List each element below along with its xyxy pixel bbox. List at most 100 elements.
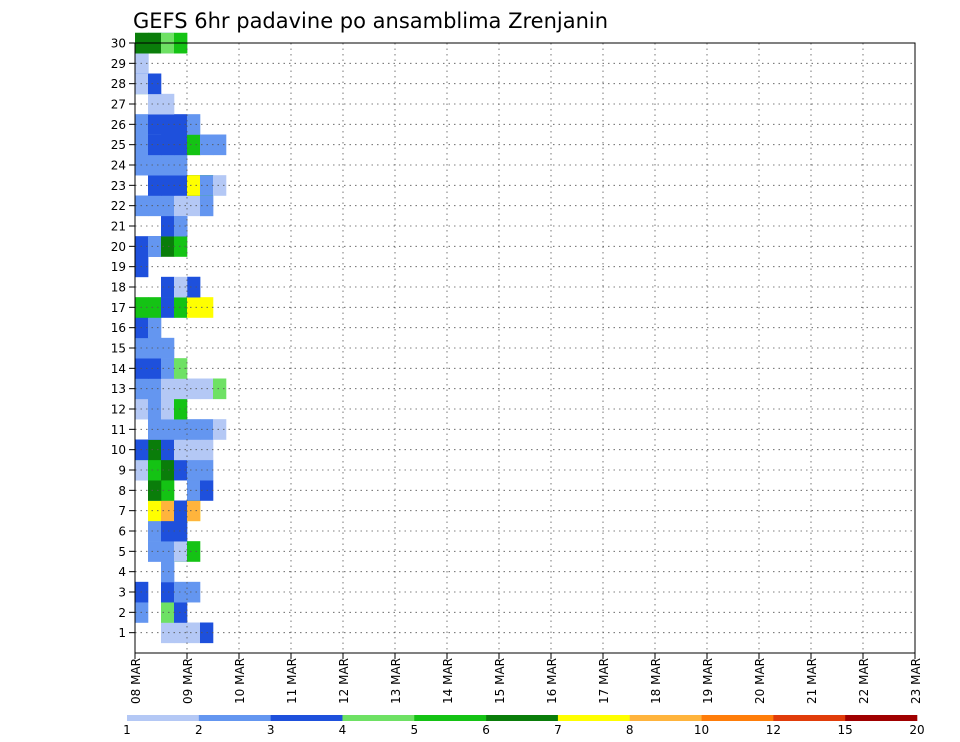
heatmap-cell — [174, 297, 188, 318]
y-tick-label: 1 — [118, 626, 126, 640]
colorbar-swatch — [845, 715, 918, 721]
x-tick-label: 13 MAR — [389, 658, 403, 704]
heatmap-cell — [161, 622, 175, 644]
heatmap-cell — [174, 175, 188, 196]
heatmap-cell — [174, 378, 188, 400]
y-tick-label: 14 — [111, 362, 126, 376]
heatmap-cell — [161, 276, 175, 298]
heatmap-cell — [148, 500, 162, 522]
heatmap-cell — [161, 480, 175, 501]
colorbar-label: 3 — [267, 723, 275, 737]
y-tick-label: 25 — [111, 138, 126, 152]
colorbar-swatch — [486, 715, 559, 721]
colorbar-label: 5 — [410, 723, 418, 737]
heatmap-cell — [148, 134, 162, 156]
heatmap-cell — [161, 500, 175, 522]
x-tick-label: 23 MAR — [909, 658, 923, 704]
heatmap-cell — [187, 114, 201, 135]
heatmap-cell — [174, 419, 188, 440]
y-tick-label: 21 — [111, 220, 126, 234]
y-tick-label: 30 — [111, 37, 126, 51]
y-tick-label: 9 — [118, 464, 126, 478]
heatmap-cell — [161, 215, 175, 237]
heatmap-cell — [174, 276, 188, 298]
heatmap-cell — [161, 134, 175, 156]
y-tick-label: 3 — [118, 586, 126, 600]
y-tick-label: 20 — [111, 240, 126, 254]
heatmap-cell — [187, 622, 201, 644]
x-tick-label: 12 MAR — [337, 658, 351, 704]
heatmap-cell — [174, 602, 188, 623]
heatmap-cell — [187, 480, 201, 501]
heatmap-cell — [148, 358, 162, 379]
colorbar-label: 1 — [123, 723, 131, 737]
y-tick-label: 4 — [118, 565, 126, 579]
heatmap-cell — [213, 378, 227, 400]
heatmap-cell — [187, 195, 201, 217]
y-tick-label: 26 — [111, 118, 126, 132]
colorbar-swatch — [557, 715, 631, 721]
x-tick-label: 17 MAR — [597, 658, 611, 704]
heatmap-cell — [148, 114, 162, 135]
heatmap-cell — [161, 398, 175, 420]
heatmap-cell — [213, 175, 227, 196]
heatmap-cell — [161, 378, 175, 400]
heatmap-cell — [161, 602, 175, 623]
chart-title: GEFS 6hr padavine po ansamblima Zrenjani… — [133, 9, 608, 33]
x-tick-label: 19 MAR — [701, 658, 715, 704]
colorbar-label: 15 — [838, 723, 853, 737]
y-tick-label: 13 — [111, 382, 126, 396]
heatmap-cell — [174, 541, 188, 562]
y-tick-label: 8 — [118, 484, 126, 498]
y-tick-label: 17 — [111, 301, 126, 315]
heatmap-cell — [187, 276, 201, 298]
x-tick-label: 14 MAR — [441, 658, 455, 704]
heatmap-cell — [148, 175, 162, 196]
heatmap-cell — [187, 581, 201, 603]
heatmap-cell — [187, 297, 201, 318]
y-tick-label: 23 — [111, 179, 126, 193]
heatmap-cell — [187, 175, 201, 196]
x-tick-label: 22 MAR — [857, 658, 871, 704]
y-tick-label: 19 — [111, 260, 126, 274]
heatmap-cell — [161, 236, 175, 257]
heatmap-cell — [148, 378, 162, 400]
heatmap-cell — [161, 419, 175, 440]
y-tick-label: 27 — [111, 98, 126, 112]
colorbar-swatch — [198, 715, 271, 721]
heatmap-cell — [161, 439, 175, 461]
heatmap-cell — [148, 520, 162, 542]
y-tick-label: 6 — [118, 525, 126, 539]
heatmap-cell — [174, 114, 188, 135]
colorbar-label: 20 — [909, 723, 924, 737]
colorbar-label: 2 — [195, 723, 203, 737]
heatmap-cell — [161, 561, 175, 583]
heatmap-cell — [161, 581, 175, 603]
heatmap-cell — [148, 93, 162, 115]
heatmap-cell — [187, 459, 201, 481]
y-tick-label: 18 — [111, 281, 126, 295]
y-tick-label: 5 — [118, 545, 126, 559]
y-tick-label: 12 — [111, 403, 126, 417]
y-tick-label: 28 — [111, 77, 126, 91]
heatmap-cell — [187, 500, 201, 522]
heatmap-cell — [148, 297, 162, 318]
heatmap-cell — [161, 114, 175, 135]
x-tick-label: 09 MAR — [181, 658, 195, 704]
colorbar-swatch — [414, 715, 487, 721]
heatmap-cell — [174, 439, 188, 461]
heatmap-cell — [161, 175, 175, 196]
colorbar: 1 2 3 4 5 6 7 8 10 12 15 20 — [123, 715, 925, 737]
heatmap-cell — [187, 541, 201, 562]
heatmap-cell — [148, 398, 162, 420]
heatmap-cell — [187, 378, 201, 400]
colorbar-swatch — [629, 715, 702, 721]
colorbar-swatch — [701, 715, 774, 721]
heatmap-cell — [174, 154, 188, 176]
colorbar-label: 8 — [626, 723, 634, 737]
colorbar-swatch — [127, 715, 200, 721]
heatmap-cell — [148, 337, 162, 359]
y-axis: 1234567891011121314151617181920212223242… — [111, 37, 135, 640]
x-tick-label: 16 MAR — [545, 658, 559, 704]
heatmap-cell — [174, 358, 188, 379]
